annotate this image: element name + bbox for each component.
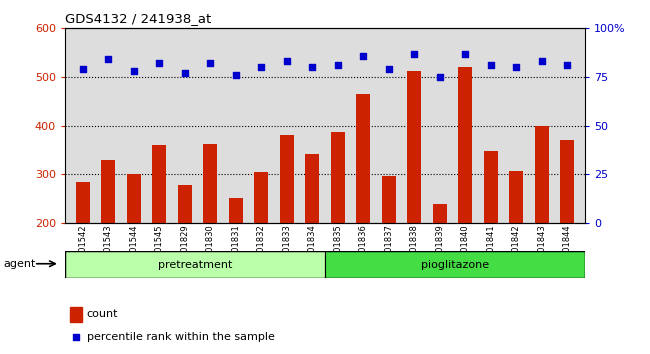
Text: GDS4132 / 241938_at: GDS4132 / 241938_at xyxy=(65,12,211,25)
Point xyxy=(536,58,547,64)
Point xyxy=(562,62,573,68)
Point xyxy=(434,74,445,80)
Text: percentile rank within the sample: percentile rank within the sample xyxy=(87,332,275,342)
Text: pretreatment: pretreatment xyxy=(158,259,232,270)
Point xyxy=(333,62,343,68)
Text: agent: agent xyxy=(3,259,36,269)
Bar xyxy=(382,176,396,320)
Bar xyxy=(101,160,115,320)
Bar xyxy=(433,204,447,320)
Point xyxy=(460,51,471,56)
Bar xyxy=(203,144,217,320)
Bar xyxy=(325,251,585,278)
Point xyxy=(281,58,292,64)
Point xyxy=(384,67,394,72)
Bar xyxy=(560,140,574,320)
Text: pioglitazone: pioglitazone xyxy=(421,259,489,270)
Bar xyxy=(356,94,370,320)
Point xyxy=(72,334,82,339)
Bar xyxy=(509,171,523,320)
Point xyxy=(154,61,164,66)
Bar xyxy=(152,145,166,320)
Bar xyxy=(331,131,345,320)
Bar xyxy=(127,174,141,320)
Bar xyxy=(407,71,421,320)
Point xyxy=(511,64,521,70)
Bar xyxy=(229,198,243,320)
Point xyxy=(129,68,139,74)
Point xyxy=(77,67,88,72)
Bar xyxy=(280,135,294,320)
Point xyxy=(358,53,369,58)
Bar xyxy=(484,151,498,320)
Point xyxy=(205,61,216,66)
Point xyxy=(179,70,190,76)
Point xyxy=(231,72,241,78)
Bar xyxy=(458,67,472,320)
Point xyxy=(409,51,419,56)
Bar xyxy=(76,182,90,320)
Point xyxy=(256,64,266,70)
Bar xyxy=(306,154,319,320)
Bar xyxy=(535,126,549,320)
Text: count: count xyxy=(87,309,118,319)
Point xyxy=(486,62,496,68)
Bar xyxy=(254,172,268,320)
Bar xyxy=(178,185,192,320)
Point xyxy=(307,64,317,70)
Point xyxy=(103,57,114,62)
Bar xyxy=(70,307,82,321)
Bar xyxy=(65,251,325,278)
